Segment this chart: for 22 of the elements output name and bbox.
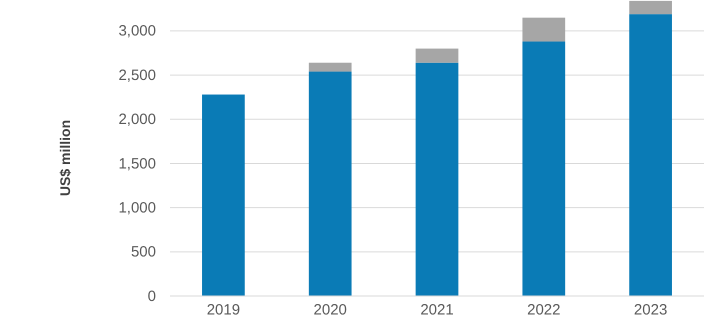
y-tick-label: 2,000 (118, 111, 156, 128)
bar (308, 72, 352, 296)
y-tick-label: 1,000 (118, 199, 156, 216)
bar (202, 94, 245, 296)
x-tick-label: 2021 (420, 302, 454, 319)
x-tick-label: 2019 (206, 302, 240, 319)
y-axis-title: US$ million (57, 120, 73, 196)
y-tick-label: 1,500 (118, 155, 156, 172)
y-tick-label: 2,500 (118, 66, 156, 84)
bar (416, 48, 458, 63)
bar (416, 62, 458, 296)
x-tick-label: 2022 (527, 302, 560, 319)
bar (308, 62, 352, 72)
x-tick-label: 2020 (314, 302, 347, 319)
bar (522, 42, 566, 296)
y-tick-label: 3,000 (118, 22, 156, 40)
bar (629, 0, 672, 14)
x-tick-label: 2023 (634, 302, 668, 319)
bar (629, 14, 672, 296)
y-tick-label: 0 (148, 288, 156, 305)
bar (522, 18, 566, 42)
y-tick-label: 500 (130, 244, 156, 261)
